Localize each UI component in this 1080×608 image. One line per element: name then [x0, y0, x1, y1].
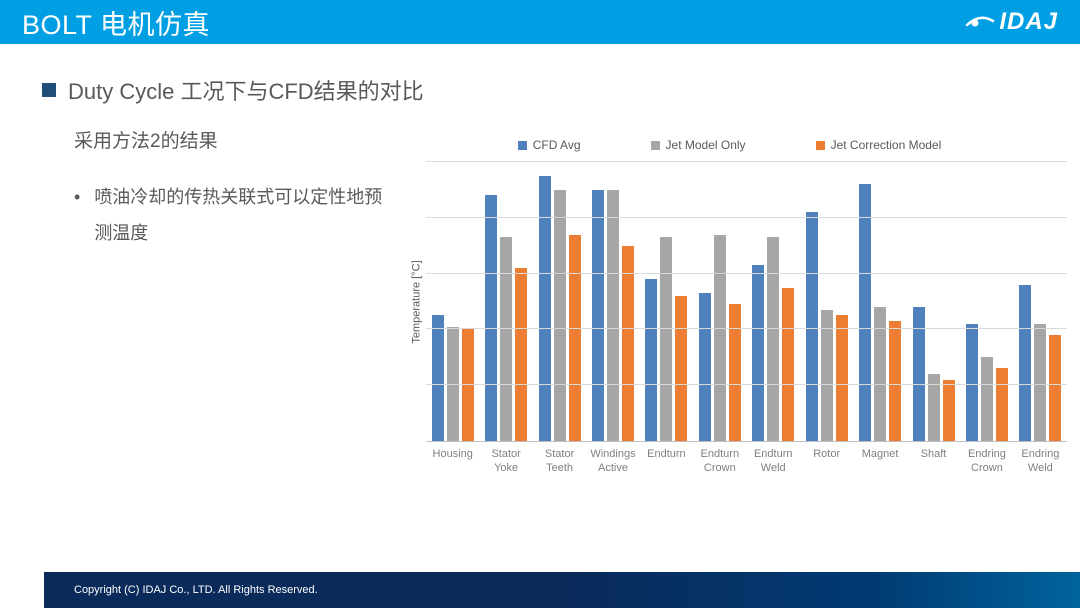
gridline — [426, 161, 1067, 162]
chart-plot: Temperature [°C] — [408, 162, 1067, 442]
title-bar: BOLT 电机仿真 IDAJ — [0, 0, 1080, 44]
bar — [1034, 324, 1046, 441]
legend-label: Jet Model Only — [666, 138, 746, 152]
x-axis-label: EndringWeld — [1014, 442, 1067, 476]
x-axis-label: EndturnWeld — [747, 442, 800, 476]
bar — [515, 268, 527, 441]
x-axis-label: WindingsActive — [586, 442, 639, 476]
category-group — [800, 162, 853, 441]
bar — [432, 315, 444, 441]
subtitle-row: Duty Cycle 工况下与CFD结果的对比 — [42, 74, 1038, 106]
y-axis-label: Temperature [°C] — [411, 260, 423, 343]
category-group — [479, 162, 532, 441]
bullet-dot-icon: • — [74, 179, 80, 251]
bullet-line: • 喷油冷却的传热关联式可以定性地预测温度 — [74, 179, 394, 251]
legend-label: Jet Correction Model — [831, 138, 942, 152]
bar — [607, 190, 619, 441]
bar — [889, 321, 901, 441]
bar — [859, 184, 871, 441]
subtitle: Duty Cycle 工况下与CFD结果的对比 — [68, 74, 424, 106]
bar — [500, 237, 512, 441]
bar — [554, 190, 566, 441]
x-axis-label: Magnet — [853, 442, 906, 476]
logo: IDAJ — [965, 8, 1058, 36]
bar — [806, 212, 818, 441]
bar — [836, 315, 848, 441]
legend-item: Jet Correction Model — [816, 138, 942, 152]
x-axis-label: Housing — [426, 442, 479, 476]
logo-icon — [965, 11, 995, 33]
gridline — [426, 273, 1067, 274]
bullet-text: 喷油冷却的传热关联式可以定性地预测温度 — [94, 179, 394, 251]
category-group — [693, 162, 746, 441]
bar — [913, 307, 925, 441]
bar — [1019, 285, 1031, 441]
bar — [699, 293, 711, 441]
x-axis-label: StatorTeeth — [533, 442, 586, 476]
chart-grid — [426, 162, 1067, 442]
bar — [729, 304, 741, 441]
category-group — [747, 162, 800, 441]
x-axis-label: EndringCrown — [960, 442, 1013, 476]
category-group — [1014, 162, 1067, 441]
gridline — [426, 384, 1067, 385]
category-group — [853, 162, 906, 441]
page-title: BOLT 电机仿真 — [22, 3, 210, 42]
bar — [660, 237, 672, 441]
bar — [714, 235, 726, 441]
bar — [1049, 335, 1061, 441]
logo-text: IDAJ — [999, 8, 1058, 36]
category-group — [533, 162, 586, 441]
bar — [821, 310, 833, 441]
gridline — [426, 217, 1067, 218]
category-group — [586, 162, 639, 441]
bar — [996, 368, 1008, 441]
x-axis-label: Rotor — [800, 442, 853, 476]
chart-legend: CFD Avg Jet Model Only Jet Correction Mode… — [392, 138, 1067, 152]
square-bullet-icon — [42, 83, 56, 97]
bar — [943, 380, 955, 441]
category-group — [960, 162, 1013, 441]
legend-swatch-icon — [816, 141, 825, 150]
category-group — [907, 162, 960, 441]
x-axis-labels: HousingStatorYokeStatorTeethWindingsActi… — [426, 442, 1067, 476]
legend-swatch-icon — [518, 141, 527, 150]
footer: Copyright (C) IDAJ Co., LTD. All Rights … — [44, 572, 1080, 608]
bar — [966, 324, 978, 441]
bar — [462, 329, 474, 441]
category-group — [426, 162, 479, 441]
bar — [782, 288, 794, 441]
legend-swatch-icon — [651, 141, 660, 150]
bar — [592, 190, 604, 441]
bar — [981, 357, 993, 441]
chart: CFD Avg Jet Model Only Jet Correction Mode… — [392, 138, 1067, 478]
bar — [752, 265, 764, 441]
y-axis-label-wrap: Temperature [°C] — [408, 162, 426, 442]
x-axis-label: EndturnCrown — [693, 442, 746, 476]
bars-row — [426, 162, 1067, 441]
bar — [569, 235, 581, 441]
bar — [485, 195, 497, 441]
bar — [767, 237, 779, 441]
bar — [539, 176, 551, 441]
copyright: Copyright (C) IDAJ Co., LTD. All Rights … — [74, 584, 318, 596]
x-axis-label: Shaft — [907, 442, 960, 476]
category-group — [640, 162, 693, 441]
bar — [622, 246, 634, 441]
bar — [874, 307, 886, 441]
legend-label: CFD Avg — [533, 138, 581, 152]
x-axis-label: Endturn — [640, 442, 693, 476]
bar — [645, 279, 657, 441]
gridline — [426, 328, 1067, 329]
legend-item: Jet Model Only — [651, 138, 746, 152]
bar — [675, 296, 687, 441]
x-axis-label: StatorYoke — [479, 442, 532, 476]
legend-item: CFD Avg — [518, 138, 581, 152]
